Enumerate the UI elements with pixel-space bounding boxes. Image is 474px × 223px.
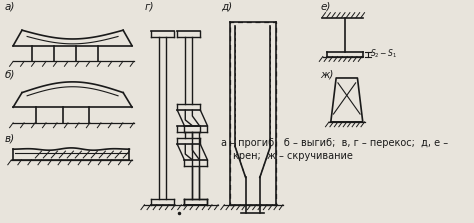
Text: е): е) <box>320 2 330 12</box>
Text: ж): ж) <box>320 70 334 80</box>
Text: в): в) <box>4 133 14 143</box>
Text: г): г) <box>145 2 154 12</box>
Text: $S_2 - S_1$: $S_2 - S_1$ <box>370 47 397 60</box>
Text: а – прогиб;  б – выгиб;  в, г – перекос;  д, е –: а – прогиб; б – выгиб; в, г – перекос; д… <box>221 138 448 148</box>
Text: крен;  ж – скручивание: крен; ж – скручивание <box>233 151 353 161</box>
Text: б): б) <box>4 70 15 80</box>
Text: а): а) <box>4 2 15 12</box>
Text: д): д) <box>221 2 232 12</box>
